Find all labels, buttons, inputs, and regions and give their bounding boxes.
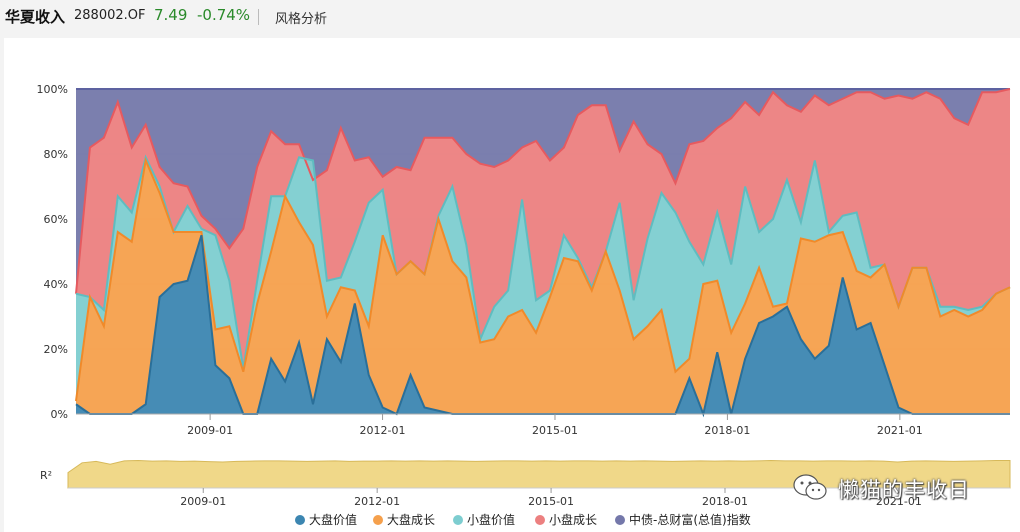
y-tick-label: 80% — [44, 148, 68, 161]
legend-item[interactable]: 小盘价值 — [453, 512, 515, 527]
watermark-text: 懒猫的丰收日 — [838, 478, 970, 502]
r2-navigator[interactable]: R² 2009-01 2012-01 2015-01 2018-01 2021-01 — [40, 460, 1011, 508]
large-value-area — [76, 235, 1010, 414]
bond-index-area — [76, 89, 1010, 294]
legend-label: 大盘价值 — [309, 512, 357, 527]
stacked-area-layers — [76, 89, 1010, 414]
legend-marker — [615, 515, 625, 525]
legend-label: 中债-总财富(总值)指数 — [629, 512, 751, 527]
legend-label: 小盘价值 — [467, 512, 515, 527]
fund-name: 华夏收入 — [5, 8, 66, 26]
legend-item[interactable]: 大盘价值 — [295, 512, 357, 527]
legend-marker — [373, 515, 383, 525]
top-bar: 华夏收入 288002.OF 7.49 -0.74% 风格分析 — [0, 0, 1020, 34]
legend-item[interactable]: 大盘成长 — [373, 512, 435, 527]
small-growth-area-line — [75, 88, 1011, 294]
fund-nav-value: 7.49 — [154, 6, 188, 24]
wechat-icon — [793, 474, 827, 500]
y-tick-label: 60% — [44, 213, 68, 226]
r2-x-tick-label: 2015-01 — [528, 495, 574, 508]
style-analysis-tab[interactable]: 风格分析 — [275, 12, 328, 27]
chart-axes: 0% 20% 40% 60% 80% 100% 2009-01 2012-01 2015-01 2… — [37, 83, 1010, 437]
fund-code: 288002.OF — [74, 8, 146, 23]
y-tick-label: 0% — [51, 408, 68, 421]
x-tick-label: 2021-01 — [877, 424, 923, 437]
y-tick-label: 100% — [37, 83, 68, 96]
small-value-area — [76, 157, 1010, 401]
y-tick-label: 40% — [44, 278, 68, 291]
large-growth-area-line — [75, 156, 1011, 402]
r2-x-tick-label: 2009-01 — [180, 495, 226, 508]
r2-area — [67, 460, 1011, 489]
r2-x-tick-label: 2018-01 — [702, 495, 748, 508]
r2-x-tick-label: 2012-01 — [354, 495, 400, 508]
small-growth-area — [76, 89, 1010, 369]
legend-marker — [453, 515, 463, 525]
legend-marker — [535, 515, 545, 525]
fund-change-percent: -0.74% — [197, 6, 251, 24]
watermark — [790, 472, 990, 502]
header-divider — [258, 9, 259, 25]
legend-marker — [295, 515, 305, 525]
x-tick-label: 2015-01 — [532, 424, 578, 437]
r2-label: R² — [40, 469, 52, 482]
legend-label: 小盘成长 — [549, 512, 597, 527]
legend-item[interactable]: 中债-总财富(总值)指数 — [615, 512, 751, 527]
x-tick-label: 2009-01 — [187, 424, 233, 437]
legend-label: 大盘成长 — [387, 512, 435, 527]
x-tick-label: 2012-01 — [360, 424, 406, 437]
x-tick-label: 2018-01 — [704, 424, 750, 437]
y-tick-label: 20% — [44, 343, 68, 356]
small-value-area-line — [75, 154, 1011, 369]
r2-x-tick-label: 2021-01 — [876, 495, 922, 508]
legend-item[interactable]: 小盘成长 — [535, 512, 597, 527]
chart-legend[interactable]: 大盘价值 大盘成长 小盘价值 小盘成长 中债-总财富(总值)指数 — [295, 512, 751, 527]
large-growth-area — [76, 160, 1010, 414]
